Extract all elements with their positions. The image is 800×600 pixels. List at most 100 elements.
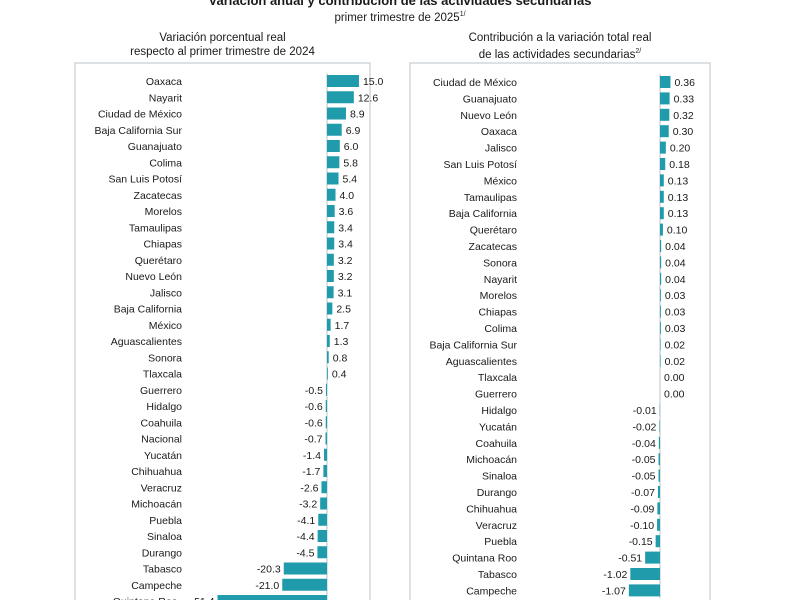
- panel2-value-label: -0.05: [632, 454, 656, 466]
- panel1-value-label: -1.4: [303, 450, 321, 462]
- panel1-category-label: Sonora: [148, 352, 182, 364]
- panel2-value-label: -0.04: [632, 438, 656, 450]
- panel1-category-label: Hidalgo: [146, 401, 182, 413]
- panel1-value-label: -2.6: [300, 482, 318, 494]
- panel1-bar: [317, 546, 327, 559]
- panel2-category-label: Jalisco: [485, 143, 517, 155]
- panel1-bar: [327, 75, 359, 87]
- panel1-value-label: 3.2: [338, 255, 353, 267]
- panel1-bar: [320, 497, 327, 510]
- panel2-category-label: Zacatecas: [469, 241, 517, 253]
- panel1-value-label: -51.4: [191, 596, 215, 600]
- panel1-bar: [327, 91, 354, 104]
- panel1-value-label: -0.6: [305, 417, 323, 429]
- panel2-bar: [658, 436, 660, 449]
- panel1-category-label: Tabasco: [143, 564, 182, 576]
- panel2-value-label: -1.07: [602, 585, 626, 597]
- panel2-value-label: 0.03: [665, 323, 686, 335]
- panel1-category-label: Baja California Sur: [94, 125, 182, 137]
- panel2-category-label: Tamaulipas: [464, 192, 517, 204]
- panel2-category-label: Colima: [484, 323, 517, 335]
- chart-subtitle: primer trimestre de 20251/: [0, 11, 800, 24]
- panel1-category-label: Durango: [142, 547, 182, 559]
- panel1-category-label: San Luis Potosí: [108, 174, 182, 186]
- panel2-bar: [660, 338, 661, 351]
- panel2-bar: [660, 92, 670, 105]
- panel1-bar: [327, 270, 334, 282]
- panel1-frame: [74, 62, 371, 600]
- panel1-bar: [327, 205, 335, 217]
- panel1-category-label: Ciudad de México: [98, 109, 182, 121]
- panel2-category-label: Guerrero: [475, 389, 517, 401]
- panel2-bar: [660, 207, 664, 220]
- panel1-bar: [327, 123, 342, 136]
- panel1-value-label: 0.4: [332, 369, 347, 381]
- panel1-title: Variación porcentual real respecto al pr…: [75, 31, 370, 59]
- panel2-bar: [660, 322, 661, 334]
- panel1-bar: [327, 221, 335, 234]
- panel2-value-label: 0.32: [673, 110, 694, 122]
- panel2-category-label: Campeche: [466, 585, 517, 597]
- panel1-bar: [327, 237, 335, 250]
- panel1-category-label: Querétaro: [135, 255, 182, 267]
- panel2-category-label: Puebla: [484, 536, 517, 548]
- panel1-category-label: Puebla: [149, 515, 182, 527]
- panel2-category-label: Aguascalientes: [446, 356, 517, 368]
- panel2-bar: [645, 551, 660, 564]
- panel1-category-label: Morelos: [145, 206, 182, 218]
- panel2-value-label: -0.51: [618, 553, 642, 565]
- panel1-value-label: -4.5: [296, 547, 314, 559]
- panel1-value-label: 1.7: [335, 320, 350, 332]
- panel1-category-label: Baja California: [114, 304, 182, 316]
- panel2-category-label: Michoacán: [466, 454, 517, 466]
- panel2-title-line2: de las actividades secundarias2/: [410, 45, 710, 62]
- subtitle-text: primer trimestre de 2025: [334, 11, 460, 24]
- panel2-value-label: 0.00: [664, 372, 685, 384]
- panel1-value-label: -0.6: [305, 401, 323, 413]
- panel2-value-label: 0.04: [665, 241, 686, 253]
- panel2-bar: [660, 174, 664, 187]
- panel1-value-label: 8.9: [350, 109, 365, 121]
- panel1-category-label: Chiapas: [143, 239, 182, 251]
- panel1-category-label: Sinaloa: [147, 531, 182, 543]
- panel1-value-label: 6.0: [344, 141, 359, 153]
- panel2-bar: [660, 108, 670, 121]
- panel2-value-label: 0.04: [665, 257, 686, 269]
- panel2-bar: [660, 240, 662, 252]
- panel2-category-label: Baja California: [449, 208, 517, 220]
- panel2-value-label: -0.10: [630, 520, 654, 532]
- panel1-bar: [325, 432, 327, 445]
- panel2-bar: [660, 141, 666, 154]
- panel2-value-label: -0.09: [630, 503, 654, 515]
- panel1-bar: [327, 367, 328, 380]
- panel2-value-label: 0.36: [674, 77, 695, 89]
- panel1-category-label: Aguascalientes: [111, 336, 182, 348]
- panel2-category-label: Guanajuato: [463, 93, 517, 105]
- panel2-value-label: -1.02: [603, 569, 627, 581]
- subtitle-note: 1/: [459, 11, 466, 18]
- panel1-value-label: -1.7: [302, 466, 320, 478]
- panel2-title-line1: Contribución a la variación total real: [468, 32, 652, 44]
- panel2-category-label: Coahuila: [476, 438, 518, 450]
- panel2-value-label: 0.20: [670, 143, 691, 155]
- panel1-bar: [217, 595, 327, 600]
- panel1-value-label: 3.6: [339, 206, 354, 218]
- panel1-category-label: Colima: [149, 157, 182, 169]
- panel1-bar: [323, 465, 327, 477]
- panel1-bar: [327, 107, 346, 120]
- panel1-value-label: -0.7: [304, 434, 322, 446]
- panel1-category-label: Nuevo León: [125, 271, 182, 283]
- panel1-bar: [327, 302, 333, 315]
- panel1-bar: [327, 351, 329, 364]
- panel1-bar: [324, 448, 327, 461]
- panel1-category-label: Tlaxcala: [143, 369, 182, 381]
- panel2-value-label: -0.01: [633, 405, 657, 417]
- panel1-value-label: 1.3: [334, 336, 349, 348]
- panel2-category-label: Nuevo León: [460, 110, 517, 122]
- panel2-value-label: 0.03: [665, 307, 686, 319]
- panel1-bar: [325, 400, 327, 412]
- panel1-bar: [327, 335, 330, 347]
- panel2-category-label: Sinaloa: [482, 471, 517, 483]
- panel2-category-label: Morelos: [480, 290, 517, 302]
- panel2-value-label: 0.04: [665, 274, 686, 286]
